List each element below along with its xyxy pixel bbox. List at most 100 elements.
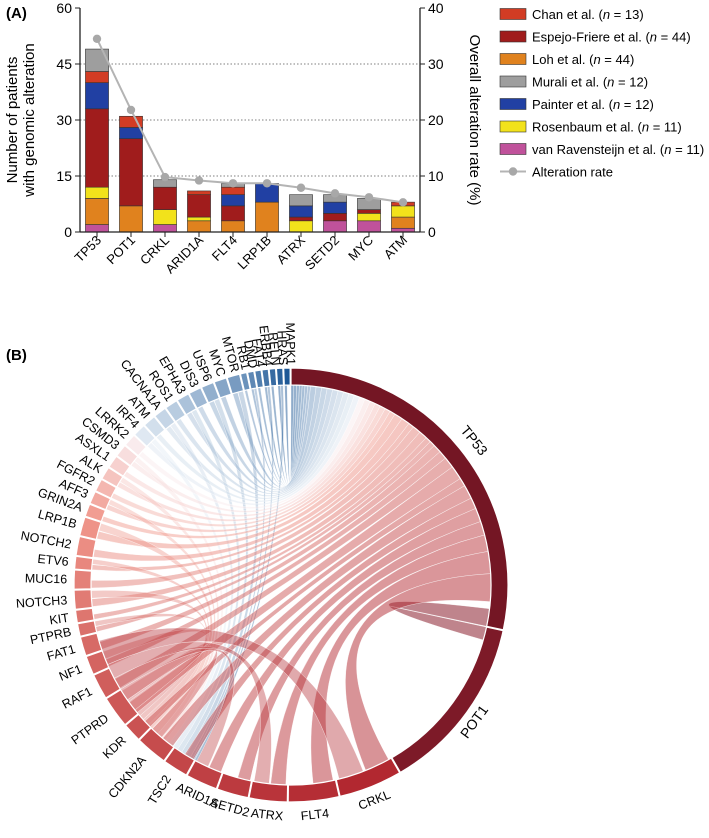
- legend-n-value: 11: [686, 142, 700, 157]
- chord-gene-label: CRKL: [356, 787, 392, 812]
- bar-segment: [357, 213, 381, 222]
- chord-gene-label: FLT4: [300, 806, 330, 823]
- y2-tick-label: 20: [428, 112, 444, 128]
- bar-segment: [357, 209, 381, 214]
- chord-gene-label: KIT: [49, 611, 71, 628]
- chord-ribbons: [90, 384, 492, 786]
- chord-gene-label: ETV6: [37, 552, 70, 569]
- chord-arc-segment: [200, 381, 221, 404]
- alteration-rate-point: [160, 172, 170, 182]
- bar-segment: [289, 194, 313, 207]
- y2-tick-label: 30: [428, 56, 444, 72]
- legend-paren: (: [586, 52, 595, 67]
- alteration-rate-line: [92, 34, 408, 207]
- y2-axis-label: Overall alteration rate (%): [466, 35, 483, 206]
- chord-arc-segment: [115, 444, 139, 467]
- bar-segment: [187, 216, 211, 222]
- bar-segment: [323, 201, 347, 214]
- legend-paren-close: ): [630, 52, 634, 67]
- bar-segment: [323, 213, 347, 222]
- bar-segment: [255, 201, 279, 233]
- chord-arc-segment: [94, 478, 118, 499]
- bar-segment: [289, 220, 313, 233]
- bar-segment: [153, 186, 177, 210]
- bar-segment: [221, 220, 245, 233]
- chord-gene-label: RELN: [266, 332, 283, 366]
- chord-gene-label: TSC2: [145, 773, 174, 808]
- legend-series-name: Espejo-Friere et al.: [532, 30, 642, 45]
- legend-entry: Chan et al. (n = 13): [532, 7, 644, 22]
- bar-segment: [221, 205, 245, 222]
- legend-n-value: 12: [629, 75, 643, 90]
- legend-n-value: 12: [635, 97, 649, 112]
- alteration-rate-point: [194, 176, 204, 185]
- legend-entry: Espejo-Friere et al. (n = 44): [532, 30, 691, 45]
- legend-swatch: [499, 143, 527, 155]
- legend-paren: (: [642, 30, 651, 45]
- chord-arc-segment: [186, 759, 223, 790]
- chord-arc-segment: [391, 626, 504, 774]
- chord-ribbon: [388, 601, 490, 641]
- x-tick-label: LRP1B: [234, 233, 274, 273]
- panel-b-chord-diagram: (B) TP53POT1CRKLFLT4ATRXSETD2ARID1ATSC2C…: [6, 322, 509, 823]
- chord-gene-label: PTPRD: [69, 711, 112, 747]
- y-tick-label: 45: [56, 56, 72, 72]
- y2-tick-label: 0: [428, 224, 436, 240]
- legend-paren: (: [599, 75, 608, 90]
- chord-arc-segment: [239, 371, 251, 392]
- bar-segment: [119, 127, 143, 139]
- alteration-rate-point: [228, 179, 238, 188]
- legend-n-value: 11: [664, 120, 678, 135]
- legend-n-symbol: n: [642, 120, 649, 135]
- chord-gene-label: CDKN2A: [106, 753, 150, 801]
- chord-gene-label: DMD: [241, 339, 260, 370]
- x-tick-label: ATM: [381, 233, 410, 262]
- legend-paren-close: ): [639, 7, 643, 22]
- legend-paren-close: ): [700, 142, 704, 157]
- x-tick-label: FLT4: [209, 233, 240, 264]
- legend-paren-close: ): [677, 120, 681, 135]
- x-tick-label: ARID1A: [162, 232, 206, 276]
- legend-paren-close: ): [644, 75, 648, 90]
- chord-arc-segment: [261, 368, 271, 388]
- bar-segment: [153, 209, 177, 225]
- chord-arc-segment: [78, 516, 102, 541]
- bar-segment: [85, 186, 109, 199]
- x-tick-label: POT1: [103, 233, 138, 268]
- legend-n-value: 44: [672, 30, 686, 45]
- bar-segment: [85, 82, 109, 110]
- x-tick-label: MYC: [345, 233, 376, 264]
- y-tick-label: 30: [56, 112, 72, 128]
- y-axis-label-line-1: Number of patients: [4, 57, 21, 184]
- bar-segment: [85, 48, 109, 72]
- legend-paren: (: [605, 97, 614, 112]
- bars: [85, 48, 415, 233]
- chord-arc-segment: [105, 688, 139, 726]
- alteration-rate-point: [92, 34, 102, 43]
- x-tick-label: TP53: [72, 233, 105, 266]
- legend-equals: =: [649, 120, 664, 135]
- chord-gene-label: ERBB4: [256, 325, 275, 367]
- chord-arc-segment: [108, 455, 131, 477]
- chord-gene-label: FAT1: [45, 642, 77, 664]
- bar-segment: [85, 108, 109, 188]
- bar-segment: [153, 224, 177, 233]
- chord-arc-segment: [124, 434, 148, 457]
- legend-swatch: [499, 75, 527, 88]
- legend-series-name: Painter et al.: [532, 97, 605, 112]
- bar-segment: [85, 224, 109, 233]
- legend-line-marker: [508, 167, 518, 176]
- bar-segment: [85, 71, 109, 83]
- legend-series-name: Murali et al.: [532, 75, 599, 90]
- chord-gene-label: MAPK1: [283, 322, 298, 365]
- legend-paren: (: [656, 142, 665, 157]
- chord-arc-segment: [84, 503, 107, 523]
- legend-line-label: Alteration rate: [532, 165, 613, 180]
- chord-arc-segment: [89, 490, 112, 511]
- chord-arc-segment: [275, 367, 285, 387]
- legend-series-name: Rosenbaum et al.: [532, 120, 634, 135]
- legend-equals: =: [657, 30, 672, 45]
- bar-segment: [221, 186, 245, 195]
- y-tick-label: 60: [56, 0, 72, 16]
